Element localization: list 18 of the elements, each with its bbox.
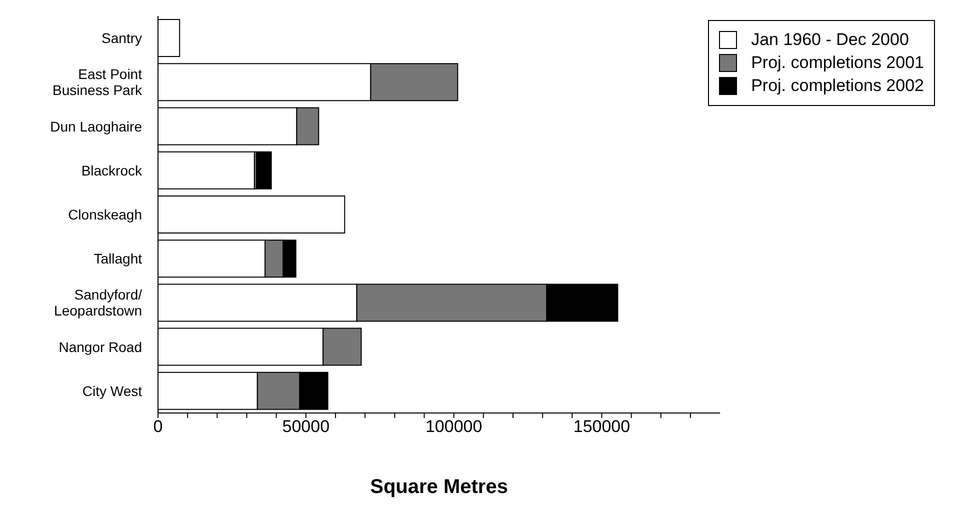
y-tick-label: Nangor Road [58, 338, 142, 355]
y-tick-label: Blackrock [81, 162, 143, 178]
bar [256, 151, 272, 190]
x-tick-label: 0 [153, 417, 163, 436]
x-tick-label: 100000 [425, 417, 482, 436]
x-tick-label: 150000 [573, 417, 630, 436]
x-tick-label: 50000 [282, 417, 330, 436]
y-tick-label: City West [82, 382, 142, 399]
x-axis-title: Square Metres [370, 476, 508, 498]
legend-label: Proj. completions 2001 [751, 53, 924, 73]
y-tick-label: Tallaght [94, 250, 142, 267]
legend-label: Proj. completions 2002 [751, 76, 924, 96]
y-tick-label: Dun Laoghaire [50, 118, 142, 134]
y-tick-label: Sandyford/ Leopardstown [54, 286, 142, 319]
y-tick-label: Clonskeagh [68, 206, 142, 222]
legend-label: Jan 1960 - Dec 2000 [751, 30, 909, 50]
y-tick-label: Santry [102, 30, 142, 46]
y-tick-label: East Point Business Park [52, 66, 143, 98]
